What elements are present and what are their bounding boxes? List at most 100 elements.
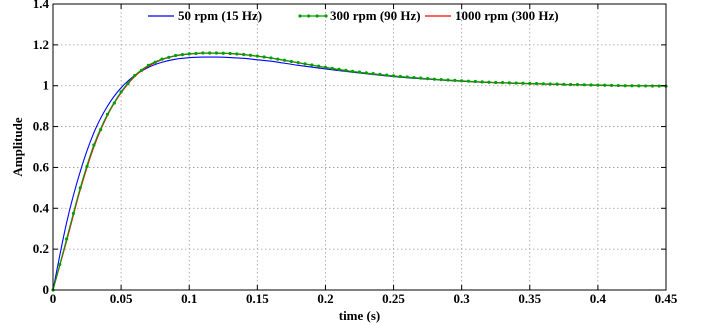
series-marker (282, 58, 287, 62)
legend: 50 rpm (15 Hz) 300 rpm (90 Hz) 1000 rpm (3… (148, 8, 559, 23)
legend-marker (324, 14, 328, 18)
series-marker (657, 84, 661, 88)
series-marker (78, 186, 82, 190)
series-marker (589, 83, 593, 87)
series-0 (52, 56, 667, 291)
series-marker (133, 73, 137, 78)
series-marker (99, 128, 103, 132)
series-marker (575, 83, 580, 87)
x-axis-label: time (s) (339, 308, 381, 323)
series-marker (623, 84, 627, 88)
series-marker (194, 51, 198, 56)
series-marker (337, 67, 341, 71)
series-marker (432, 77, 437, 81)
series-marker (269, 56, 273, 60)
series-marker (596, 83, 600, 87)
series-marker (214, 51, 219, 55)
x-tick-label: 0.15 (246, 291, 269, 306)
series-marker (446, 78, 450, 82)
y-tick-label: 1.2 (33, 37, 49, 52)
series-marker (473, 79, 477, 84)
series-marker (569, 82, 573, 87)
series-marker (487, 80, 491, 84)
x-tick-label: 0.45 (655, 291, 678, 306)
series-marker (514, 81, 518, 85)
series-marker (208, 51, 212, 55)
series-marker (466, 79, 471, 83)
series-marker (351, 69, 355, 74)
series-marker (357, 70, 362, 74)
y-tick-label: 0 (43, 282, 50, 297)
series-marker (92, 143, 96, 147)
series-1 (51, 51, 668, 292)
series-marker (439, 77, 443, 82)
series-marker (255, 54, 259, 58)
legend-marker (315, 14, 319, 18)
series-marker (541, 82, 546, 86)
series-marker (371, 72, 375, 76)
series-marker (330, 66, 334, 70)
series-line (52, 56, 667, 291)
series-marker (71, 211, 76, 215)
grid (53, 4, 666, 290)
series-marker (412, 75, 416, 80)
series-marker (85, 164, 89, 169)
legend-marker (306, 14, 311, 18)
series-marker (419, 76, 423, 80)
legend-item: 50 rpm (15 Hz) (148, 8, 262, 23)
plot-frame (52, 3, 667, 291)
legend-label: 50 rpm (15 Hz) (178, 8, 262, 23)
x-tick-label: 0.35 (518, 291, 541, 306)
x-tick-label: 0.1 (181, 291, 197, 306)
series-marker (528, 81, 532, 86)
y-axis-label: Amplitude (10, 117, 25, 176)
legend-item: 300 rpm (90 Hz) (298, 8, 421, 23)
series-marker (235, 52, 239, 56)
series-marker (582, 83, 586, 87)
series-marker (180, 53, 185, 57)
series-marker (153, 60, 157, 64)
series-marker (364, 71, 368, 75)
series-marker (317, 64, 321, 68)
series-marker (146, 63, 150, 67)
series-marker (630, 84, 634, 88)
series-marker (637, 84, 641, 88)
series-marker (221, 51, 225, 55)
series-marker (521, 81, 525, 85)
series-marker (507, 81, 511, 85)
series-marker (344, 68, 348, 72)
series-marker (58, 262, 62, 267)
x-tick-label: 0.3 (454, 291, 471, 306)
series-line (52, 52, 667, 291)
series-marker (126, 82, 130, 86)
series-marker (187, 52, 191, 56)
series-layer (51, 51, 668, 292)
series-marker (248, 53, 253, 57)
series-marker (534, 82, 539, 86)
series-marker (242, 52, 246, 57)
series-marker (548, 82, 552, 86)
series-marker (453, 78, 457, 82)
series-marker (105, 112, 110, 116)
series-marker (112, 101, 116, 105)
series-marker (555, 82, 559, 86)
series-marker (385, 73, 389, 77)
series-marker (609, 83, 614, 88)
series-marker (174, 53, 178, 58)
legend-marker (298, 14, 302, 18)
series-marker (426, 77, 430, 81)
series-marker (391, 74, 396, 78)
series-marker (303, 62, 307, 66)
x-tick-label: 0.4 (590, 291, 607, 306)
series-marker (289, 59, 293, 64)
series-marker (650, 84, 654, 88)
x-tick-label: 0.2 (317, 291, 333, 306)
series-marker (310, 63, 314, 67)
series-line (52, 52, 667, 291)
series-marker (65, 237, 69, 241)
series-marker (460, 79, 464, 83)
series-marker (119, 90, 123, 94)
series-marker (378, 72, 382, 77)
series-marker (643, 84, 648, 88)
